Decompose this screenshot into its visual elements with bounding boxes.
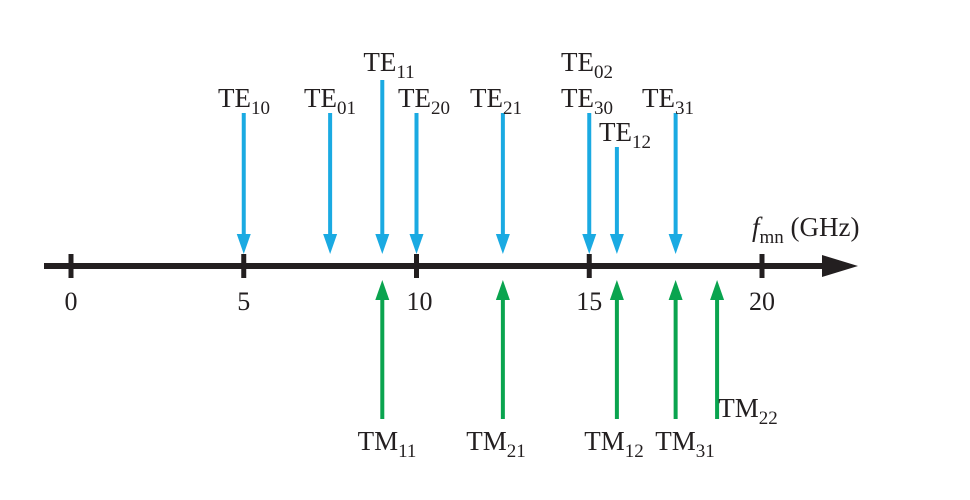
te21-label-main: TE	[470, 83, 503, 113]
te31-label-subscript: 31	[675, 98, 694, 119]
tm12-label-subscript: 12	[625, 441, 644, 462]
tick-label: 0	[65, 287, 78, 316]
tm21-label-subscript: 21	[507, 441, 526, 462]
tm11-label: TM11	[358, 426, 417, 462]
te11-label-main: TE	[363, 47, 396, 77]
te30-label-main: TE	[561, 83, 594, 113]
tm12-label-main: TM	[584, 426, 625, 456]
te10-label-subscript: 10	[251, 98, 270, 119]
te12-label-main: TE	[599, 117, 632, 147]
tm11-label-main: TM	[358, 426, 399, 456]
te12-arrow-head	[609, 234, 624, 254]
te20-label-subscript: 20	[431, 98, 450, 119]
tick-label: 5	[237, 287, 250, 316]
tm21-label-main: TM	[466, 426, 507, 456]
tm-arrows	[375, 280, 725, 419]
te31-label: TE31	[642, 83, 694, 119]
axis-label-main: f	[752, 212, 763, 242]
tm21-arrow-head	[495, 280, 510, 300]
te10-label-main: TE	[218, 83, 251, 113]
axis-label-unit: (GHz)	[784, 212, 860, 242]
frequency-axis: 0 5 10 15 20 fmn (GHz)	[44, 212, 860, 316]
tm31-label-main: TM	[655, 426, 696, 456]
te20-arrow-head	[409, 234, 424, 254]
axis-label-sub: mn	[760, 227, 785, 248]
tick-label: 10	[407, 287, 433, 316]
te11-label-subscript: 11	[396, 62, 414, 83]
te12-label-subscript: 12	[632, 132, 651, 153]
tm11-label-subscript: 11	[398, 441, 416, 462]
te21-label: TE21	[470, 83, 522, 119]
te01-label-subscript: 01	[337, 98, 356, 119]
tm31-label: TM31	[655, 426, 715, 462]
te01-arrow-head	[323, 234, 338, 254]
axis-arrowhead	[822, 255, 858, 277]
te20-label: TE20	[398, 83, 450, 119]
tm22-label: TM22	[718, 393, 778, 429]
te30-label: TE30	[561, 83, 613, 119]
te21-arrow-head	[495, 234, 510, 254]
te30-arrow-head	[582, 234, 597, 254]
te-arrows	[236, 80, 683, 254]
te30-label-subscript: 30	[594, 98, 613, 119]
te21-label-subscript: 21	[503, 98, 522, 119]
te31-label-main: TE	[642, 83, 675, 113]
te11-label: TE11	[363, 47, 414, 83]
te01-label: TE01	[304, 83, 356, 119]
axis-ticks: 0 5 10 15 20	[65, 254, 775, 316]
tm22-label-main: TM	[718, 393, 759, 423]
tm12-arrow-head	[609, 280, 624, 300]
te10-label: TE10	[218, 83, 270, 119]
tm31-arrow-head	[668, 280, 683, 300]
tick-label: 20	[749, 287, 775, 316]
tm12-label: TM12	[584, 426, 644, 462]
tick-label: 15	[576, 287, 602, 316]
tm22-arrow-head	[710, 280, 725, 300]
te01-label-main: TE	[304, 83, 337, 113]
te02-label: TE02	[561, 47, 613, 83]
te02-label-main: TE	[561, 47, 594, 77]
te10-arrow-head	[236, 234, 251, 254]
te31-arrow-head	[668, 234, 683, 254]
tm21-label: TM21	[466, 426, 526, 462]
te20-label-main: TE	[398, 83, 431, 113]
te11-arrow-head	[375, 234, 390, 254]
te02-label-subscript: 02	[594, 62, 613, 83]
tm11-arrow-head	[375, 280, 390, 300]
te12-label: TE12	[599, 117, 651, 153]
tm31-label-subscript: 31	[696, 441, 715, 462]
tm22-label-subscript: 22	[759, 408, 778, 429]
axis-label: fmn (GHz)	[752, 212, 860, 248]
